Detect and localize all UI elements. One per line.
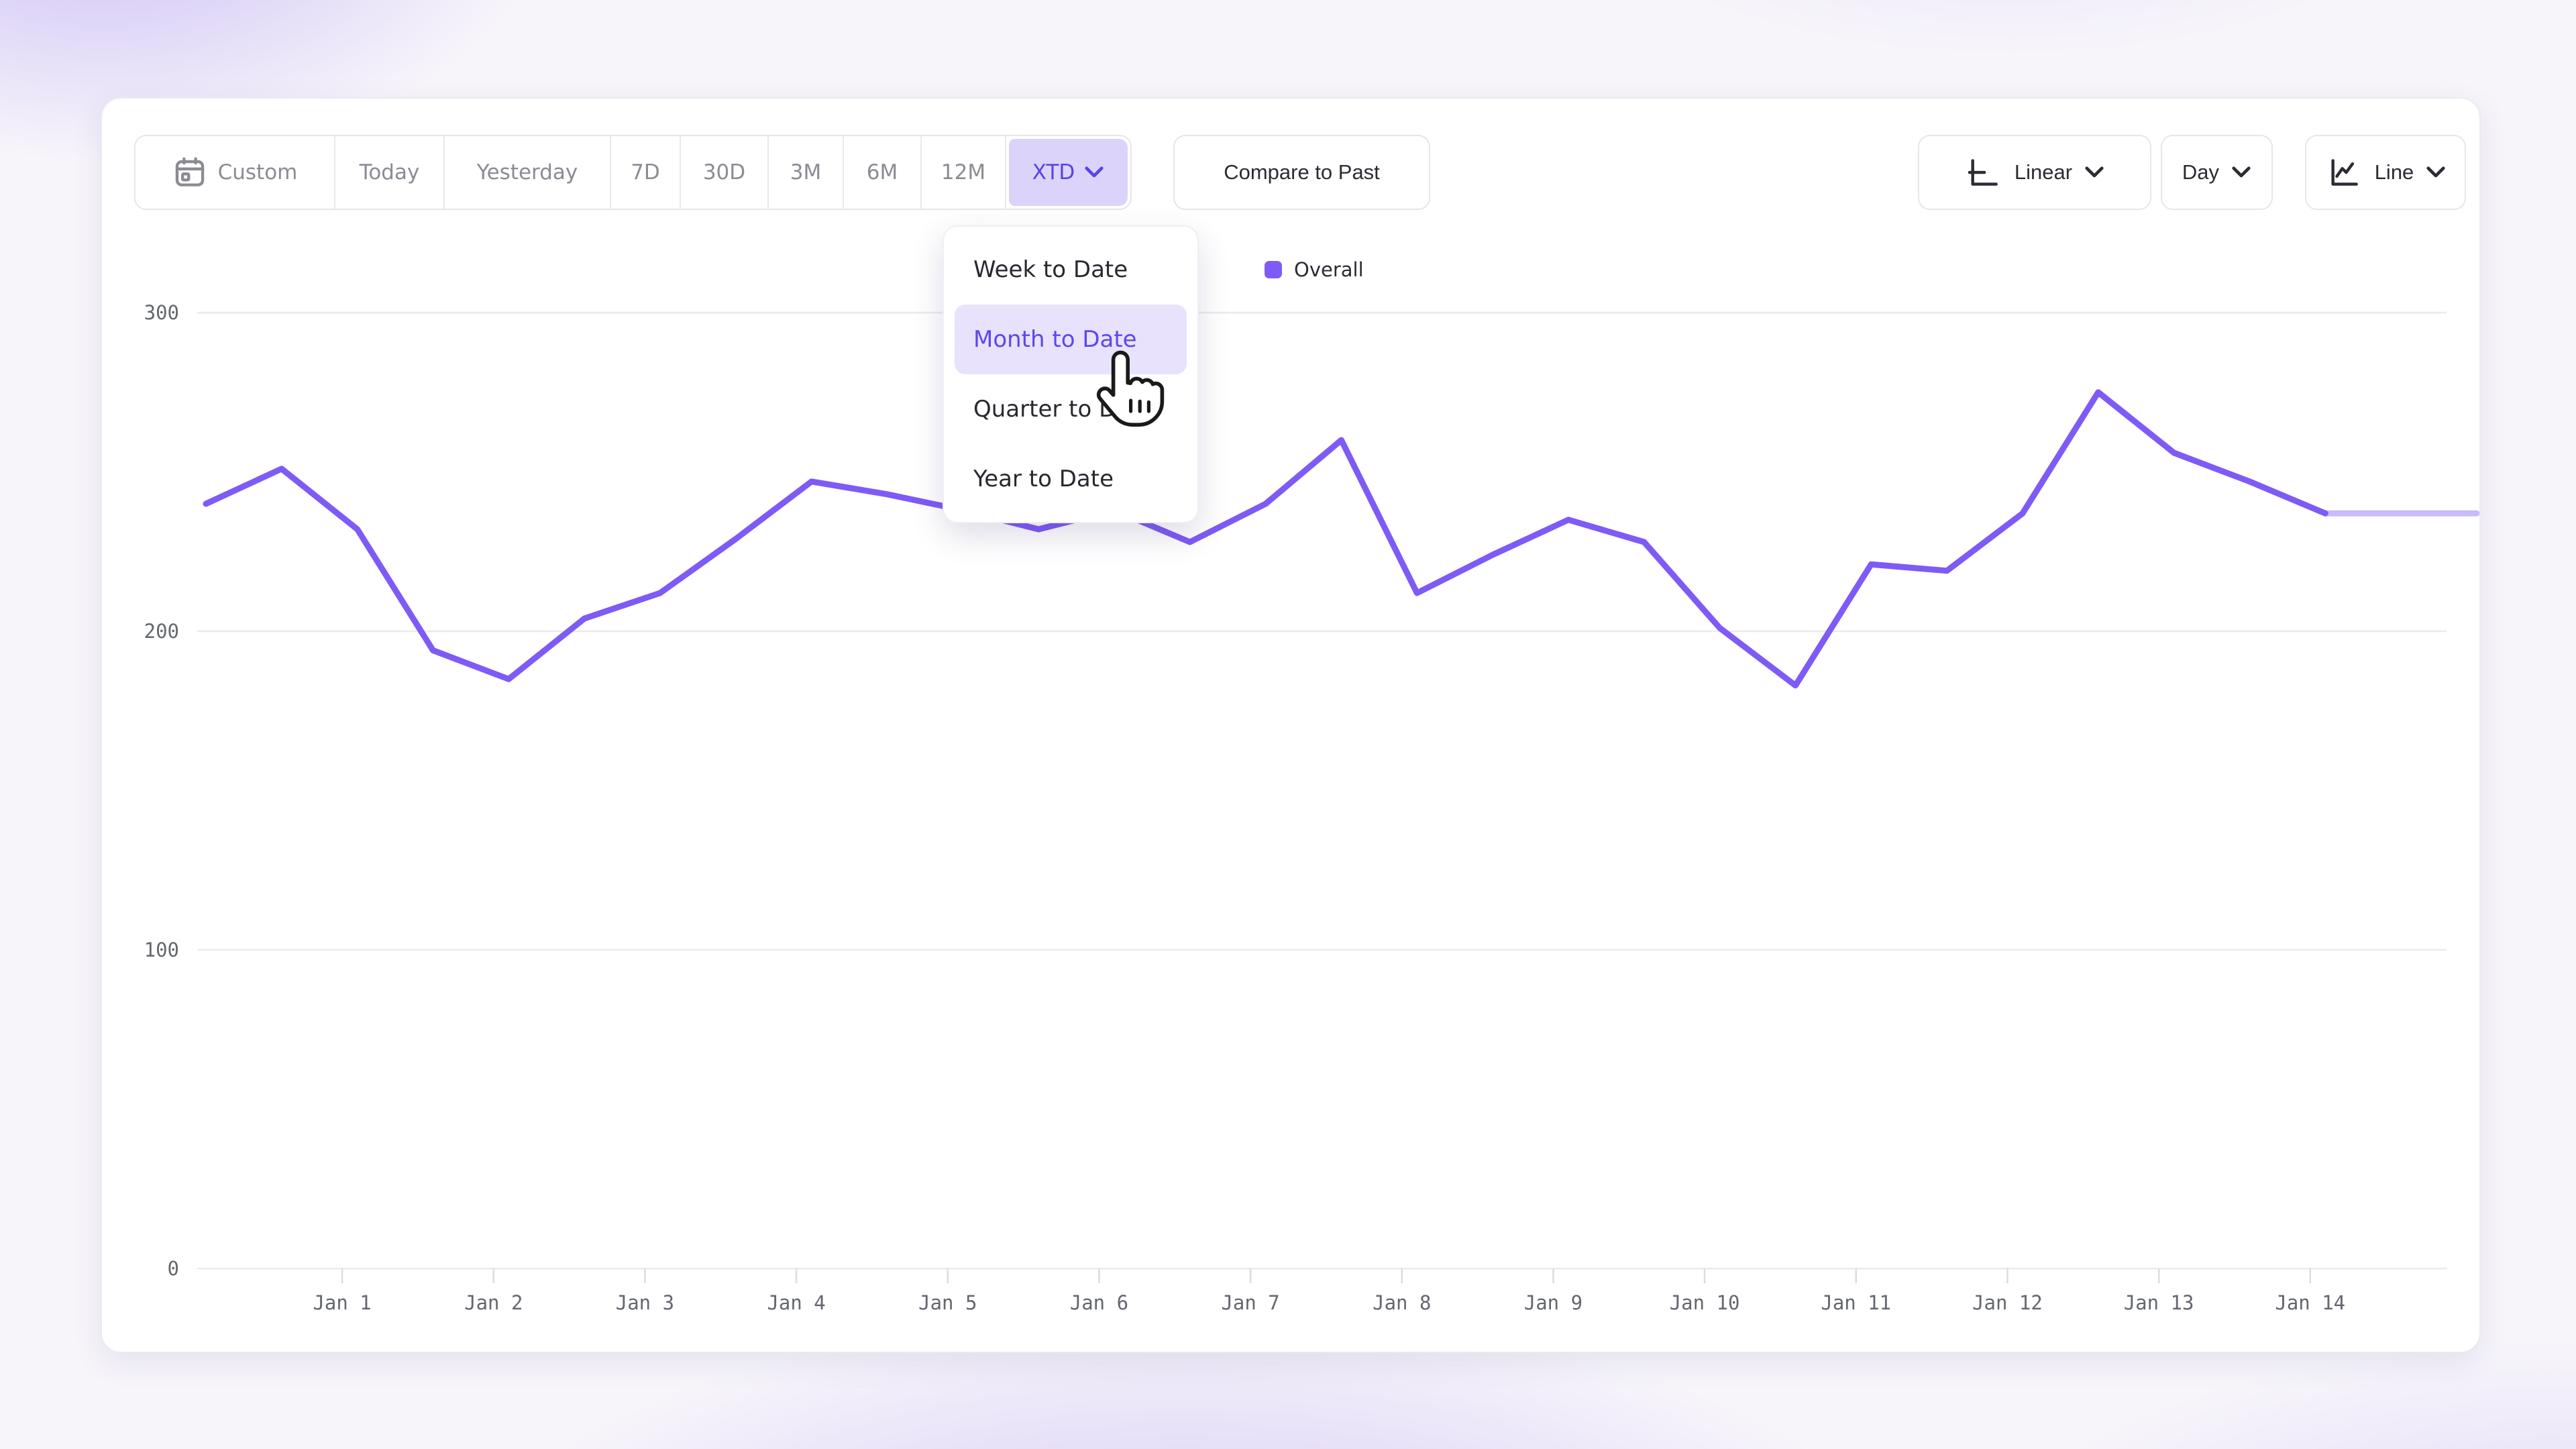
x-tick-label: Jan 11 (1821, 1291, 1891, 1314)
menu-item-week-to-date[interactable]: Week to Date (973, 256, 1128, 283)
chevron-down-icon (2231, 166, 2251, 179)
y-tick-label: 300 (144, 301, 179, 324)
range-button-7d[interactable]: 7D (610, 136, 680, 209)
xtd-selected-pill (1009, 139, 1128, 206)
x-tick-label: Jan 1 (313, 1291, 371, 1314)
x-tick-label: Jan 2 (464, 1291, 523, 1314)
x-tick-label: Jan 9 (1524, 1291, 1582, 1314)
x-tick-label: Jan 10 (1670, 1291, 1740, 1314)
range-button-yesterday[interactable]: Yesterday (443, 136, 610, 209)
range-button-label: Custom (217, 160, 298, 184)
menu-item-quarter-to-date[interactable]: Quarter to Date (973, 396, 1154, 423)
chevron-down-icon (1084, 166, 1104, 179)
line-chart[interactable]: 0 100 200 300 Jan 1 Jan 2 Jan 3 Jan 4 Jan 5 Jan 6… (102, 99, 2479, 1352)
series-line-overall (203, 389, 2328, 689)
y-tick-label: 0 (168, 1257, 179, 1280)
scale-select-button[interactable]: Linear (1918, 135, 2151, 210)
x-tick-label: Jan 6 (1070, 1291, 1128, 1314)
line-chart-icon (2325, 154, 2363, 191)
x-tick-label: Jan 14 (2275, 1291, 2345, 1314)
chevron-down-icon (2084, 166, 2104, 179)
y-tick-label: 100 (144, 938, 179, 961)
axis-labels: 0 100 200 300 Jan 1 Jan 2 Jan 3 Jan 4 Jan 5 Jan 6… (144, 301, 2346, 1314)
chart-legend[interactable]: Overall (1265, 258, 1364, 281)
range-button-today[interactable]: Today (334, 136, 443, 209)
range-button-30d[interactable]: 30D (680, 136, 767, 209)
x-tick-label: Jan 8 (1373, 1291, 1431, 1314)
linear-scale-icon (1965, 154, 2002, 191)
range-button-3m[interactable]: 3M (767, 136, 843, 209)
calendar-icon (172, 155, 207, 190)
range-button-custom[interactable]: Custom (136, 136, 334, 209)
range-button-6m[interactable]: 6M (843, 136, 920, 209)
legend-swatch (1265, 261, 1282, 278)
range-button-xtd[interactable]: XTD (1005, 136, 1130, 209)
interval-select-button[interactable]: Day (2161, 135, 2273, 210)
legend-series-label: Overall (1294, 258, 1364, 281)
x-tick-label: Jan 7 (1221, 1291, 1279, 1314)
range-button-12m[interactable]: 12M (920, 136, 1005, 209)
x-tick-label: Jan 4 (767, 1291, 825, 1314)
x-tick-label: Jan 13 (2124, 1291, 2194, 1314)
insight-card: 0 100 200 300 Jan 1 Jan 2 Jan 3 Jan 4 Jan 5 Jan 6… (101, 97, 2481, 1353)
menu-item-year-to-date[interactable]: Year to Date (973, 466, 1114, 492)
chevron-down-icon (2426, 166, 2446, 179)
compare-to-past-button[interactable]: Compare to Past (1173, 135, 1430, 210)
menu-item-month-to-date[interactable]: Month to Date (955, 305, 1187, 374)
x-tick-label: Jan 3 (616, 1291, 674, 1314)
x-tick-label: Jan 12 (1972, 1291, 2043, 1314)
y-tick-label: 200 (144, 620, 179, 643)
date-range-group: Custom Today Yesterday 7D 30D 3M 6M 12M … (134, 135, 1132, 210)
date-options-menu: Week to Date Month to Date Quarter to Da… (943, 225, 1199, 523)
x-tick-label: Jan 5 (918, 1291, 977, 1314)
chart-type-select-button[interactable]: Line (2305, 135, 2466, 210)
